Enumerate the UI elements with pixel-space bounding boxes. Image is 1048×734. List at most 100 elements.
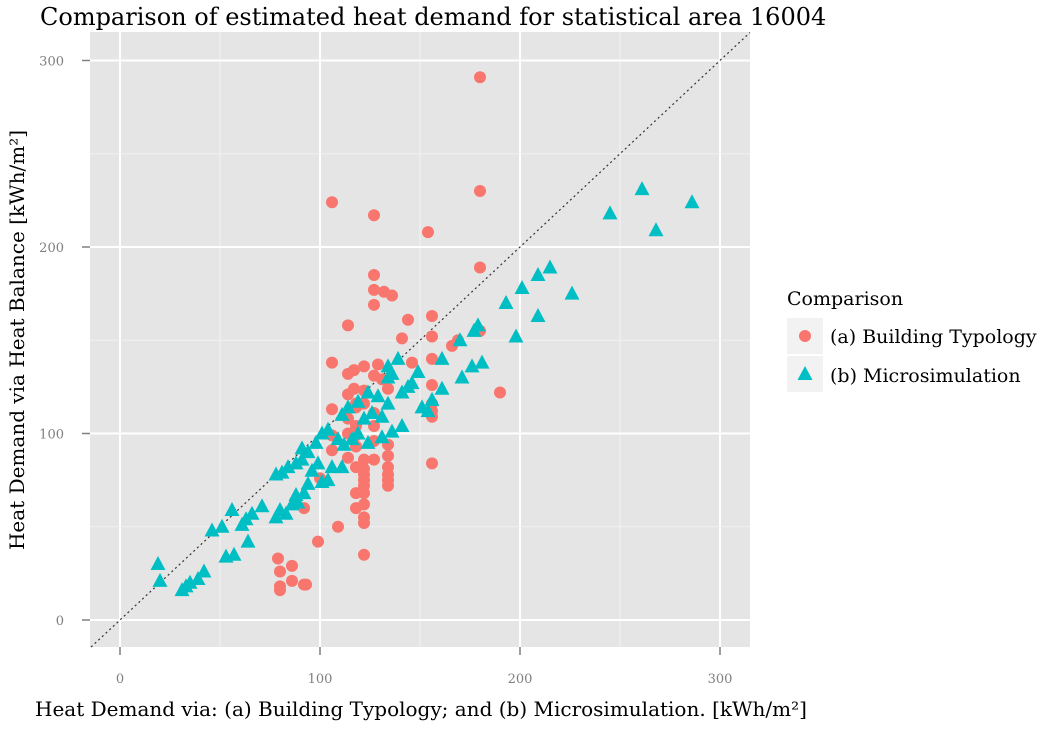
- data-point-triangle: [334, 459, 350, 474]
- data-point-triangle: [648, 222, 664, 237]
- data-point-circle: [426, 330, 438, 343]
- data-point-circle: [312, 535, 324, 548]
- data-point-triangle: [334, 406, 350, 421]
- data-point-triangle: [360, 384, 376, 399]
- data-point-circle: [368, 453, 380, 466]
- legend-circle-icon: [799, 330, 811, 342]
- data-point-circle: [426, 457, 438, 470]
- data-point-circle: [382, 479, 394, 492]
- data-point-triangle: [424, 391, 440, 406]
- grid-layer: [90, 32, 750, 647]
- data-point-circle: [494, 386, 506, 399]
- data-point-triangle: [152, 572, 168, 587]
- data-point-circle: [426, 379, 438, 392]
- data-point-triangle: [374, 429, 390, 444]
- data-point-circle: [358, 548, 370, 561]
- data-point-circle: [426, 310, 438, 323]
- data-point-circle: [274, 565, 286, 578]
- legend-triangle-icon: [797, 366, 813, 380]
- data-point-triangle: [380, 369, 396, 384]
- data-point-triangle: [684, 194, 700, 209]
- data-point-triangle: [508, 328, 524, 343]
- y-tick-label: 200: [39, 241, 64, 256]
- data-point-triangle: [410, 363, 426, 378]
- data-point-circle: [474, 185, 486, 198]
- data-point-triangle: [380, 395, 396, 410]
- data-point-triangle: [278, 505, 294, 520]
- y-axis-label: Heat Demand via Heat Balance [kWh/m²]: [5, 130, 29, 550]
- data-point-triangle: [174, 582, 190, 597]
- data-point-triangle: [514, 280, 530, 295]
- data-point-triangle: [268, 466, 284, 481]
- data-point-triangle: [384, 423, 400, 438]
- data-point-triangle: [310, 455, 326, 470]
- data-point-circle: [382, 382, 394, 395]
- data-point-circle: [386, 289, 398, 302]
- data-point-triangle: [300, 444, 316, 459]
- data-point-triangle: [330, 431, 346, 446]
- data-point-triangle: [350, 393, 366, 408]
- legend: Comparison (a) Building Typology (b) Mic…: [787, 288, 1037, 392]
- data-point-circle: [332, 520, 344, 533]
- data-point-circle: [286, 559, 298, 572]
- legend-label-microsimulation: (b) Microsimulation: [830, 365, 1021, 387]
- data-point-circle: [396, 332, 408, 345]
- data-point-triangle: [530, 266, 546, 281]
- data-point-triangle: [364, 404, 380, 419]
- data-point-triangle: [344, 431, 360, 446]
- axis-ticks: 0 100 200 300 0 100 200 300: [39, 55, 732, 688]
- y-tick-label: 0: [56, 614, 64, 629]
- data-point-circle: [272, 552, 284, 565]
- data-point-circle: [402, 313, 414, 326]
- data-point-triangle: [196, 563, 212, 578]
- data-point-circle: [358, 360, 370, 373]
- data-point-circle: [422, 226, 434, 239]
- data-point-triangle: [394, 418, 410, 433]
- series-microsimulation: [150, 181, 700, 597]
- data-point-triangle: [290, 494, 306, 509]
- data-point-triangle: [150, 556, 166, 571]
- data-point-circle: [406, 356, 418, 369]
- legend-label-building-typology: (a) Building Typology: [830, 326, 1037, 348]
- data-point-circle: [342, 388, 354, 401]
- data-point-circle: [426, 352, 438, 365]
- data-point-circle: [368, 298, 380, 311]
- data-point-triangle: [224, 501, 240, 516]
- data-point-triangle: [254, 498, 270, 513]
- data-point-triangle: [308, 434, 324, 449]
- data-point-triangle: [296, 485, 312, 500]
- data-point-circle: [342, 367, 354, 380]
- data-point-triangle: [304, 462, 320, 477]
- data-point-triangle: [466, 322, 482, 337]
- data-point-circle: [274, 584, 286, 597]
- data-point-triangle: [204, 522, 220, 537]
- data-point-circle: [358, 517, 370, 530]
- data-point-triangle: [240, 533, 256, 548]
- legend-title: Comparison: [787, 288, 903, 310]
- x-tick-label: 200: [508, 672, 533, 687]
- data-point-triangle: [474, 354, 490, 369]
- data-point-triangle: [464, 358, 480, 373]
- data-point-circle: [382, 449, 394, 462]
- data-point-triangle: [268, 509, 284, 524]
- x-tick-label: 300: [708, 672, 733, 687]
- data-point-triangle: [324, 459, 340, 474]
- data-point-triangle: [214, 518, 230, 533]
- data-point-triangle: [288, 455, 304, 470]
- data-point-triangle: [602, 205, 618, 220]
- data-point-circle: [358, 498, 370, 511]
- data-point-triangle: [530, 308, 546, 323]
- data-point-triangle: [294, 440, 310, 455]
- data-point-circle: [326, 356, 338, 369]
- data-point-triangle: [190, 570, 206, 585]
- x-tick-label: 100: [308, 672, 333, 687]
- data-point-circle: [474, 261, 486, 274]
- data-point-triangle: [320, 472, 336, 487]
- data-point-circle: [358, 487, 370, 500]
- data-point-circle: [358, 453, 370, 466]
- y-tick-label: 300: [39, 55, 64, 70]
- data-point-triangle: [498, 294, 514, 309]
- data-point-circle: [368, 420, 380, 433]
